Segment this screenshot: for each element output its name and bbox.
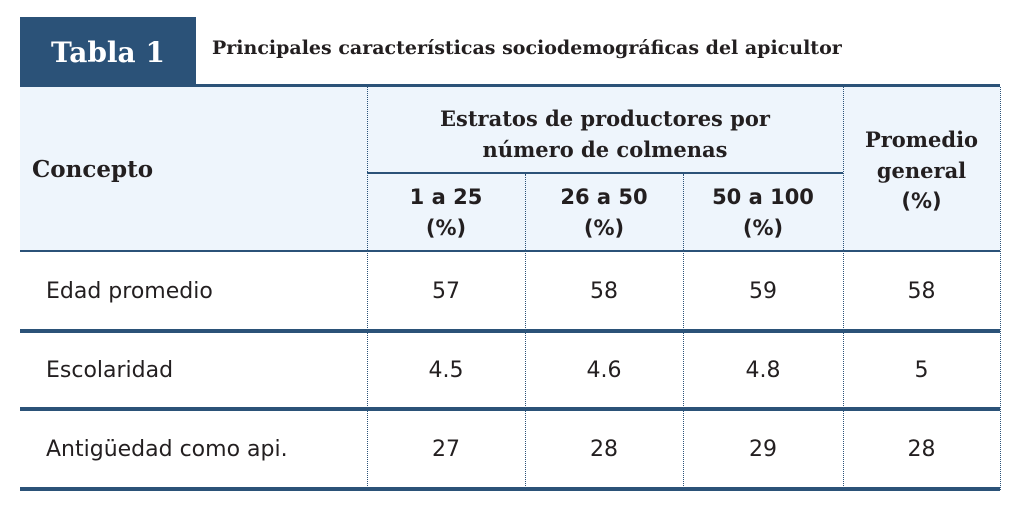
column-divider [683,174,684,490]
value-cell: 58 [907,278,936,304]
column-divider [843,87,844,490]
value-cell: 4.8 [745,358,781,383]
value-cell: 5 [914,358,929,383]
value-cell: 28 [590,437,618,462]
row-rule [20,329,1000,333]
header-stratum-3: 50 a 100 (%) [683,178,843,248]
value-cell: 57 [432,278,460,304]
header-bottom-rule [20,250,1000,252]
table-number-tab: Tabla 1 [20,17,196,87]
value-cell: 58 [590,278,618,304]
bottom-rule [20,487,1000,491]
stratum-unit: (%) [583,216,625,240]
header-background [20,87,1000,251]
stratum-range: 1 a 25 [409,185,483,209]
column-divider [1000,87,1001,490]
row-concept: Escolaridad [46,358,174,383]
value-cell: 27 [432,437,460,462]
stratum-range: 50 a 100 [712,185,814,209]
value-cell: 4.6 [586,358,622,383]
header-strata-line1: Estratos de productores por [440,106,770,131]
header-concept: Concepto [32,155,154,183]
header-average: Promedio general (%) [843,110,1000,230]
table-title: Principales características sociodemográ… [212,37,842,59]
row-concept: Antigüedad como api. [46,437,288,462]
value-cell: 4.5 [428,358,464,383]
header-strata-line2: número de colmenas [482,137,728,162]
average-line1: Promedio [864,126,979,152]
value-cell: 28 [907,437,936,462]
row-concept: Edad promedio [46,278,213,304]
header-strata-group: Estratos de productores por número de co… [367,96,843,172]
value-cell: 59 [749,278,777,304]
column-divider [525,174,526,490]
header-stratum-1: 1 a 25 (%) [367,178,525,248]
row-rule [20,407,1000,411]
top-rule [196,84,1000,87]
value-cell: 29 [749,437,777,462]
subheader-rule [367,172,843,174]
stratum-unit: (%) [742,216,784,240]
column-divider [367,87,368,490]
stratum-range: 26 a 50 [560,185,648,209]
stratum-unit: (%) [425,216,467,240]
average-unit: (%) [901,188,942,213]
average-line2: general [876,157,967,183]
header-stratum-2: 26 a 50 (%) [525,178,683,248]
